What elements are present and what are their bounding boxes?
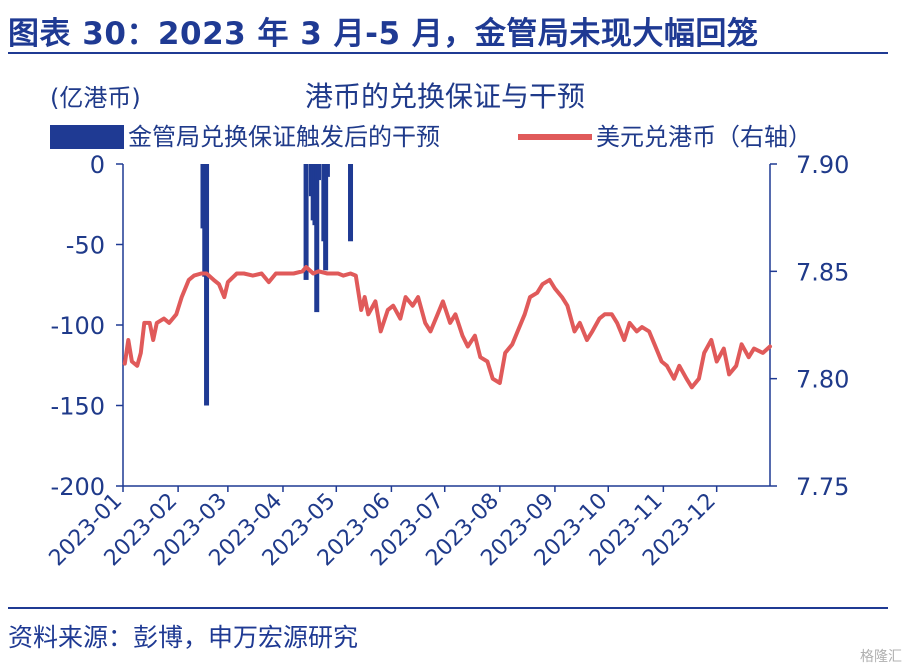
- source-note: 资料来源：彭博，申万宏源研究: [8, 623, 359, 652]
- legend-swatch-intervention: [50, 125, 124, 149]
- right-tick-label: 7.90: [796, 151, 849, 179]
- chart: 港币的兑换保证与干预 (亿港币) 金管局兑换保证触发后的干预 美元兑港币（右轴）…: [45, 80, 850, 571]
- intervention-bar: [324, 164, 330, 177]
- plot-area: 0-50-100-150-2007.907.857.807.752023-012…: [45, 151, 850, 571]
- top-rule: [8, 52, 888, 54]
- legend-swatch-usdhkd: [518, 134, 592, 140]
- legend: 金管局兑换保证触发后的干预 美元兑港币（右轴）: [50, 123, 812, 151]
- left-tick-label: -200: [51, 473, 105, 501]
- intervention-bar: [303, 164, 309, 280]
- watermark: 格隆汇: [860, 649, 902, 665]
- intervention-bar: [204, 164, 210, 406]
- chart-title: 港币的兑换保证与干预: [305, 80, 585, 113]
- bottom-rule: [8, 607, 888, 609]
- right-tick-label: 7.85: [796, 258, 849, 286]
- intervention-bar: [348, 164, 354, 242]
- right-tick-label: 7.75: [796, 473, 849, 501]
- figure-title: 图表 30：2023 年 3 月-5 月，金管局未现大幅回笼: [8, 16, 759, 52]
- left-tick-label: -50: [66, 232, 105, 260]
- left-tick-label: -150: [51, 393, 105, 421]
- right-tick-label: 7.80: [796, 366, 849, 394]
- usdhkd-line: [122, 265, 772, 390]
- legend-label-usdhkd: 美元兑港币（右轴）: [596, 123, 812, 151]
- left-tick-label: -100: [51, 312, 105, 340]
- intervention-bar: [314, 164, 320, 313]
- intervention-bar: [316, 164, 322, 181]
- intervention-bar: [323, 164, 329, 271]
- left-tick-label: 0: [90, 151, 105, 179]
- left-axis-unit: (亿港币): [50, 84, 141, 112]
- legend-label-intervention: 金管局兑换保证触发后的干预: [128, 123, 440, 151]
